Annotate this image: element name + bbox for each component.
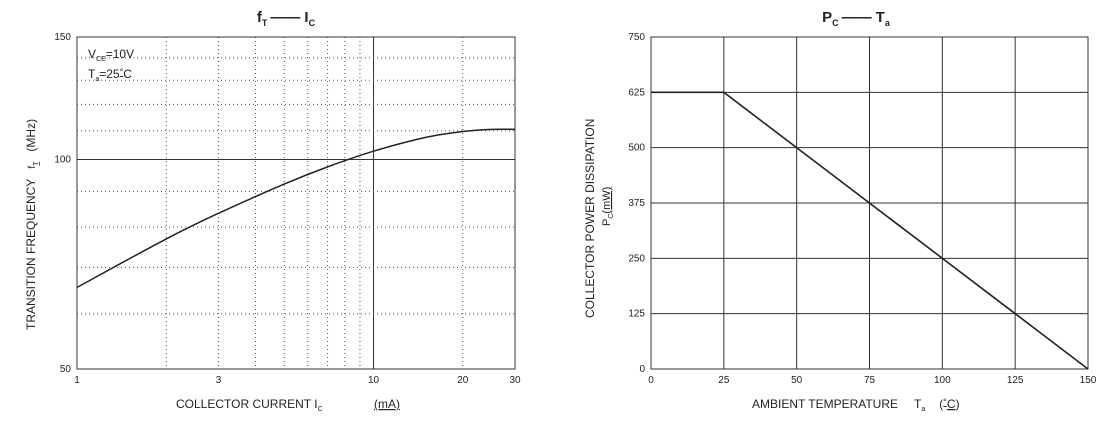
x-tick-label: 3: [216, 375, 222, 386]
ft-ic-title: fT —— IC: [257, 9, 316, 28]
x-tick-label: 30: [509, 375, 521, 386]
y-tick-label: 625: [628, 87, 645, 98]
ta-annotation: Ta=25°C: [88, 67, 132, 83]
x-tick-label: 1: [74, 375, 80, 386]
ft-ic-condition-annotations: VCE=10V Ta=25°C: [88, 47, 134, 83]
x-tick-label: 20: [457, 375, 469, 386]
y-tick-label: 100: [54, 155, 71, 166]
pc-ta-y-axis-label: COLLECTOR POWER DISSIPATION PC(mW): [583, 119, 615, 318]
x-tick-label: 150: [1080, 375, 1097, 386]
pc-ta-x-axis-label: AMBIENT TEMPERATURE Ta (°C): [752, 397, 960, 413]
vce-annotation: VCE=10V: [88, 47, 134, 63]
y-tick-label: 250: [628, 253, 645, 264]
x-tick-label: 25: [718, 375, 730, 386]
ft-ic-series: [76, 128, 516, 289]
pc-derating-line: [651, 91, 1089, 370]
svg-text:COLLECTOR POWER DISSIPATION: COLLECTOR POWER DISSIPATION: [583, 119, 597, 318]
svg-text:PC(mW): PC(mW): [601, 187, 615, 226]
x-tick-label: 0: [648, 375, 654, 386]
y-tick-label: 750: [628, 32, 645, 43]
x-tick-label: 10: [368, 375, 380, 386]
x-tick-label: 100: [934, 375, 951, 386]
x-tick-label: 125: [1007, 375, 1024, 386]
y-tick-label: 125: [628, 309, 645, 320]
y-tick-label: 0: [639, 364, 645, 375]
x-tick-label: 50: [791, 375, 803, 386]
ft-ic-tick-labels: 1 3 10 20 30 50 100 150: [54, 32, 521, 386]
svg-text:TRANSITION FREQUENCYfT(MHz): TRANSITION FREQUENCYfT(MHz): [24, 119, 40, 330]
pc-ta-chart: PC —— Ta 0 25 50 75 100 125 150 0 125 250 375 500 625 7…: [583, 9, 1097, 413]
ft-ic-grid: [77, 37, 515, 369]
ft-ic-plot-frame: [76, 36, 516, 370]
y-tick-label: 375: [628, 198, 645, 209]
ft-ic-x-axis-label: COLLECTOR CURRENT IC (mA): [176, 397, 400, 413]
pc-ta-title: PC —— Ta: [822, 9, 891, 28]
y-tick-label: 50: [60, 364, 72, 375]
y-tick-label: 500: [628, 143, 645, 154]
ft-ic-y-axis-label: TRANSITION FREQUENCYfT(MHz): [24, 119, 40, 330]
x-tick-label: 75: [864, 375, 876, 386]
pc-ta-plot-frame: [650, 36, 1089, 370]
y-tick-label: 150: [54, 32, 71, 43]
pc-ta-series: [651, 91, 1089, 370]
pc-ta-tick-labels: 0 25 50 75 100 125 150 0 125 250 375 500 625 750: [628, 32, 1096, 386]
ft-curve: [76, 128, 516, 289]
